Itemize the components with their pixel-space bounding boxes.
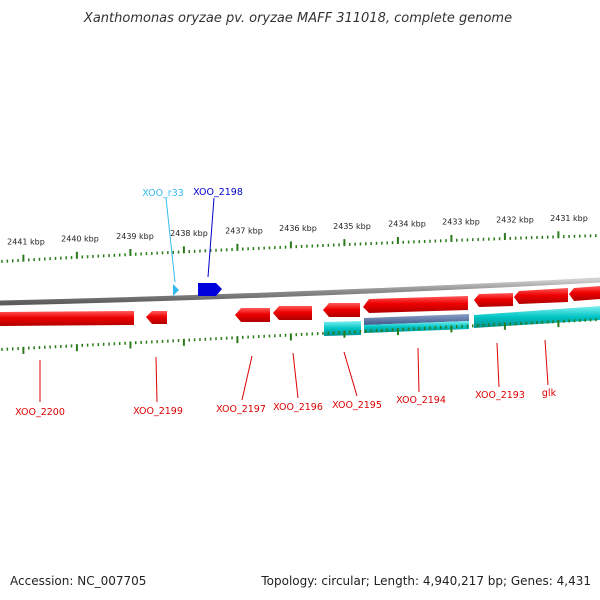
- cds-XOO_2193[interactable]: [474, 306, 600, 328]
- scale-label: 2431 kbp: [550, 214, 588, 223]
- feature-next[interactable]: [569, 286, 600, 301]
- gene-labels: XOO_r33 XOO_2198 XOO_2200 XOO_2199 XOO_2…: [15, 187, 556, 418]
- feature-XOO_2195[interactable]: [323, 303, 360, 317]
- gene-label-glk[interactable]: glk: [542, 388, 557, 399]
- gene-label-XOO_2195[interactable]: XOO_2195: [332, 400, 382, 411]
- cds-XOO_2195[interactable]: [324, 321, 361, 336]
- gene-label-XOO_2194[interactable]: XOO_2194: [396, 395, 446, 406]
- gene-label-XOO_2197[interactable]: XOO_2197: [216, 404, 266, 415]
- outer-scale: [1, 231, 597, 263]
- leader-XOO_2193: [496, 342, 500, 388]
- feature-XOO_2194[interactable]: [363, 296, 468, 313]
- scale-label: 2432 kbp: [496, 216, 534, 225]
- gene-label-XOO_r33[interactable]: XOO_r33: [142, 188, 184, 199]
- scale-label: 2439 kbp: [116, 232, 154, 241]
- gene-label-XOO_2199[interactable]: XOO_2199: [133, 406, 183, 417]
- scale-label: 2434 kbp: [388, 220, 426, 229]
- leader-XOO_2198: [207, 197, 215, 278]
- scale-label: 2437 kbp: [225, 226, 263, 235]
- feature-XOO_2193[interactable]: [474, 293, 513, 307]
- leader-XOO_r33: [165, 197, 176, 283]
- gene-label-XOO_2200[interactable]: XOO_2200: [15, 407, 65, 418]
- feature-XOO_2198[interactable]: [198, 283, 222, 296]
- inner-scale: [1, 318, 597, 354]
- gene-label-XOO_2193[interactable]: XOO_2193: [475, 390, 525, 401]
- leader-glk: [544, 339, 549, 386]
- page-title: Xanthomonas oryzae pv. oryzae MAFF 31101…: [83, 11, 512, 26]
- feature-XOO_r33[interactable]: [173, 284, 179, 296]
- leader-XOO_2199: [155, 356, 158, 403]
- leader-XOO_2196: [292, 352, 299, 399]
- genome-backbone: [0, 277, 600, 306]
- leader-XOO_2197: [241, 355, 253, 401]
- scale-label: 2441 kbp: [7, 238, 45, 247]
- leader-XOO_2194: [417, 347, 420, 393]
- leader-lines: [39, 197, 549, 403]
- cds-XOO_2194[interactable]: [364, 321, 469, 333]
- feature-XOO_2199[interactable]: [146, 311, 167, 324]
- gene-label-XOO_2196[interactable]: XOO_2196: [273, 402, 323, 413]
- scale-label: 2435 kbp: [333, 222, 371, 231]
- cds-XOO_2194-alt[interactable]: [364, 314, 469, 325]
- feature-XOO_2200[interactable]: [0, 311, 134, 326]
- accession-text: Accession: NC_007705: [10, 574, 146, 588]
- leader-XOO_2195: [343, 351, 358, 397]
- gene-label-XOO_2198[interactable]: XOO_2198: [193, 187, 243, 198]
- scale-label: 2433 kbp: [442, 218, 480, 227]
- feature-XOO_2196[interactable]: [273, 306, 312, 320]
- genome-summary-text: Topology: circular; Length: 4,940,217 bp…: [260, 574, 591, 588]
- scale-label: 2440 kbp: [61, 235, 99, 244]
- scale-labels: 2441 kbp 2440 kbp 2439 kbp 2438 kbp 2437 kbp…: [7, 214, 588, 247]
- scale-label: 2436 kbp: [279, 224, 317, 233]
- feature-glk[interactable]: [514, 288, 568, 304]
- feature-XOO_2197[interactable]: [235, 308, 270, 322]
- scale-label: 2438 kbp: [170, 229, 208, 238]
